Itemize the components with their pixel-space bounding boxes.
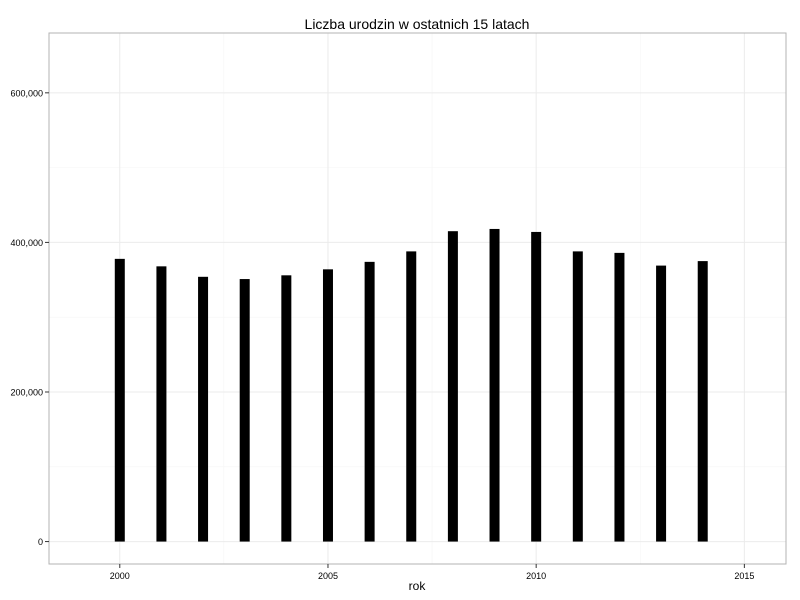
bar-2010 [531, 231, 542, 542]
x-axis: 2000 2005 2010 2015 [110, 564, 754, 581]
bars [114, 228, 708, 542]
x-tick-label: 2005 [318, 571, 338, 581]
bar-2013 [656, 265, 667, 542]
bar-2009 [489, 228, 500, 542]
y-tick-label: 600,000 [10, 88, 43, 98]
y-tick-label: 400,000 [10, 238, 43, 248]
bar-2008 [447, 231, 458, 542]
bar-2001 [156, 266, 167, 542]
chart-title: Liczba urodzin w ostatnich 15 latach [305, 16, 530, 32]
y-tick-label: 0 [38, 537, 43, 547]
x-tick-label: 2000 [110, 571, 130, 581]
y-axis: 0 200,000 400,000 600,000 [10, 88, 49, 547]
bar-2004 [281, 275, 292, 542]
bar-2011 [572, 251, 583, 542]
x-axis-title: rok [409, 579, 427, 593]
x-tick-label: 2010 [526, 571, 546, 581]
x-tick-label: 2015 [734, 571, 754, 581]
plot-panel-border [48, 32, 787, 565]
bar-2003 [239, 279, 250, 542]
bar-2005 [322, 269, 333, 542]
bar-2012 [614, 252, 625, 542]
bar-2007 [406, 251, 417, 542]
y-tick-label: 200,000 [10, 387, 43, 397]
bar-2014 [697, 261, 708, 542]
bar-2000 [114, 258, 125, 542]
bar-2002 [198, 276, 209, 542]
bar-2006 [364, 261, 375, 542]
